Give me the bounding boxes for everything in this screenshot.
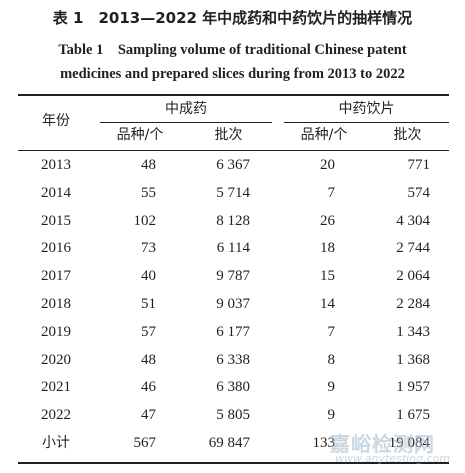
pm-batches-cell: 5 805 <box>216 407 250 424</box>
pm-batches-cell: 8 128 <box>216 212 250 229</box>
ps-varieties-cell: 8 <box>327 351 336 368</box>
ps-batches-cell: 1 368 <box>396 351 430 368</box>
pm-varieties-cell: 48 <box>141 157 156 173</box>
year-cell: 2016 <box>41 240 71 257</box>
watermark-url: www.anytesting.com <box>335 452 451 465</box>
ps-varieties-cell: 7 <box>327 323 336 340</box>
pm-varieties-cell: 55 <box>141 184 156 201</box>
ps-varieties-cell: 26 <box>320 212 335 229</box>
pm-batches-cell: 69 847 <box>208 435 250 451</box>
pm-batches-cell: 6 114 <box>216 240 250 257</box>
year-cell: 2019 <box>41 323 71 340</box>
pm-batches-cell: 9 037 <box>216 296 250 312</box>
table-caption-cn: 表 1 2013—2022 年中成药和中药饮片的抽样情况 <box>52 9 413 27</box>
ps-varieties-cell: 15 <box>320 268 335 285</box>
year-cell: 2022 <box>41 407 71 424</box>
ps-batches-cell: 2 064 <box>396 268 430 285</box>
ps-batches-cell: 2 744 <box>396 240 430 257</box>
header-ps-batches: 批次 <box>393 127 422 143</box>
ps-batches-cell: 4 304 <box>396 212 430 229</box>
ps-varieties-cell: 133 <box>312 435 336 451</box>
pm-batches-cell: 9 787 <box>216 268 250 285</box>
ps-batches-cell: 574 <box>407 184 431 201</box>
year-cell: 2017 <box>41 268 71 285</box>
header-group-prepared-slices: 中药饮片 <box>338 101 395 117</box>
year-cell: 2020 <box>41 351 71 368</box>
header-bottom-rule <box>18 150 449 151</box>
pm-batches-cell: 6 367 <box>216 157 250 173</box>
pm-varieties-cell: 51 <box>141 296 156 312</box>
header-ps-varieties: 品种/个 <box>300 127 348 143</box>
year-cell: 2013 <box>41 157 71 173</box>
ps-varieties-cell: 7 <box>327 184 336 201</box>
year-cell: 2018 <box>41 296 71 312</box>
watermark-text: 嘉峪检测网 <box>330 432 435 456</box>
year-cell: 小计 <box>42 435 70 451</box>
pm-varieties-cell: 73 <box>141 240 156 257</box>
year-cell: 2021 <box>41 379 71 396</box>
pm-varieties-cell: 48 <box>141 351 156 368</box>
group2-underline <box>284 122 449 123</box>
ps-batches-cell: 1 957 <box>396 379 430 396</box>
header-pm-batches: 批次 <box>214 127 243 143</box>
pm-varieties-cell: 567 <box>133 435 157 451</box>
pm-batches-cell: 6 177 <box>216 323 250 340</box>
header-group-patent-medicines: 中成药 <box>165 101 207 117</box>
table-caption-en-line1: Table 1 Sampling volume of traditional C… <box>58 42 407 58</box>
year-cell: 2015 <box>41 212 71 229</box>
ps-varieties-cell: 20 <box>320 157 335 173</box>
pm-varieties-cell: 102 <box>133 212 157 229</box>
top-rule <box>18 94 449 96</box>
ps-batches-cell: 771 <box>407 157 431 173</box>
pm-batches-cell: 6 338 <box>216 351 250 368</box>
ps-batches-cell: 19 084 <box>388 435 430 451</box>
pm-varieties-cell: 46 <box>141 379 156 396</box>
pm-varieties-cell: 40 <box>141 268 156 285</box>
ps-varieties-cell: 14 <box>320 296 335 312</box>
ps-batches-cell: 2 284 <box>396 296 430 312</box>
header-year: 年份 <box>42 113 70 129</box>
ps-varieties-cell: 9 <box>327 407 336 424</box>
table-caption-en-line2: medicines and prepared slices during fro… <box>60 66 405 82</box>
pm-varieties-cell: 57 <box>141 323 156 340</box>
pm-varieties-cell: 47 <box>141 407 156 424</box>
ps-batches-cell: 1 343 <box>396 323 430 340</box>
ps-batches-cell: 1 675 <box>396 407 430 424</box>
bottom-rule <box>18 462 449 464</box>
ps-varieties-cell: 18 <box>320 240 335 257</box>
pm-batches-cell: 6 380 <box>216 379 250 396</box>
year-cell: 2014 <box>41 184 71 201</box>
pm-batches-cell: 5 714 <box>216 184 250 201</box>
group1-underline <box>100 122 272 123</box>
ps-varieties-cell: 9 <box>327 379 336 396</box>
header-pm-varieties: 品种/个 <box>116 127 164 143</box>
